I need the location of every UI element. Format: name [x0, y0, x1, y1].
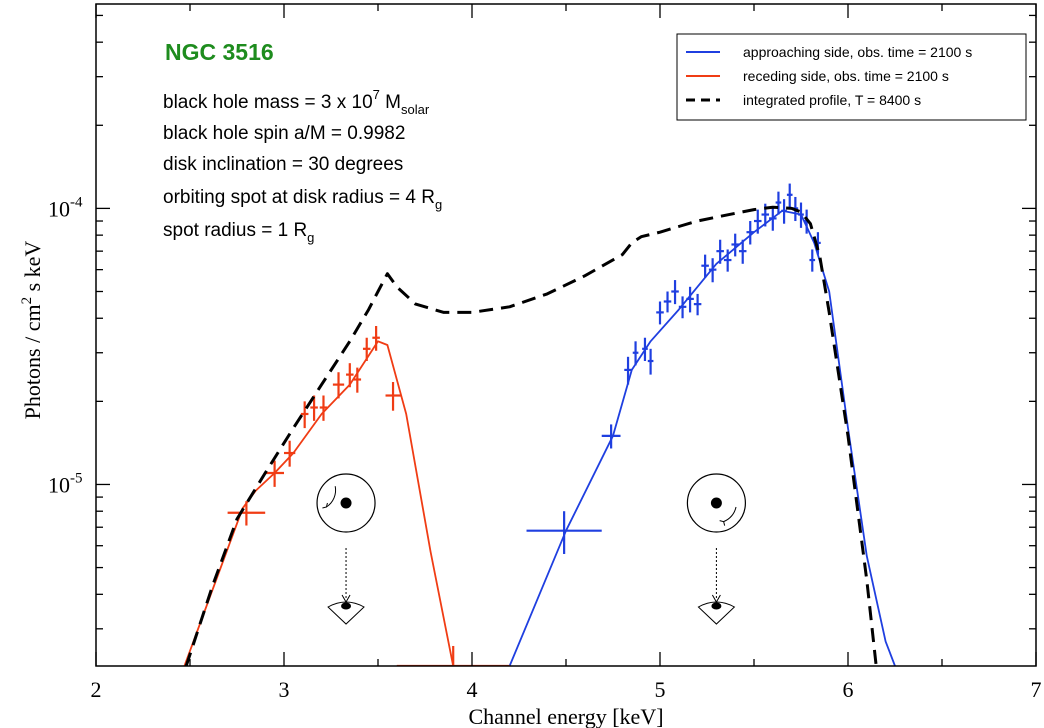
series-0-point-22 [775, 191, 782, 215]
x-tick-label: 5 [655, 677, 666, 702]
series-1-point-5 [319, 395, 328, 421]
x-tick-label: 4 [467, 677, 478, 702]
y-tick-label: 10-4 [48, 194, 83, 221]
series-0-line [508, 209, 896, 666]
series-0-point-9 [678, 296, 687, 319]
eye-pupil [341, 602, 352, 610]
annotation-spot-radius: spot radius = 1 Rg [163, 220, 314, 245]
series-0-point-15 [723, 249, 732, 272]
series-0-point-13 [708, 258, 717, 283]
legend-label-approaching: approaching side, obs. time = 2100 s [743, 44, 972, 60]
y-tick-label: 10-5 [48, 470, 83, 497]
annotation-spot-disk-radius: orbiting spot at disk radius = 4 Rg [163, 187, 442, 212]
series-0-point-21 [769, 207, 777, 231]
eye-pupil [711, 602, 722, 610]
series-0-point-14 [716, 239, 724, 264]
rotation-arrow [326, 486, 337, 508]
series-0-point-7 [663, 291, 672, 313]
legend-label-integrated: integrated profile, T = 8400 s [743, 92, 921, 108]
series-1-point-10 [372, 325, 380, 351]
black-hole-dot [710, 497, 722, 509]
legend-box [676, 33, 1027, 121]
series-0-point-12 [701, 254, 709, 278]
series-1-point-3 [300, 401, 309, 429]
annotation-mass: black hole mass = 3 x 107 Msolar [163, 87, 430, 117]
series-0-point-19 [754, 209, 762, 234]
series-1-point-0 [227, 501, 266, 526]
geometry-inset-0 [316, 473, 376, 625]
annotation-inclination: disk inclination = 30 degrees [163, 154, 403, 175]
geometry-insets [316, 473, 747, 625]
series-1-point-6 [332, 372, 345, 399]
geometry-inset-1 [686, 473, 747, 625]
eye-icon [697, 601, 736, 625]
series-0-point-11 [693, 293, 702, 316]
x-tick-label: 2 [91, 677, 102, 702]
black-hole-dot [340, 497, 352, 509]
disk-outline [686, 473, 747, 533]
tick-labels: 2 3 4 5 6 7 10-4 10-5 [48, 194, 1042, 702]
series-1-point-9 [362, 337, 371, 362]
series-0-point-16 [731, 233, 739, 257]
series-0-point-8 [671, 280, 679, 305]
rotation-arrow [723, 506, 737, 523]
plot-area [183, 183, 896, 666]
rotation-arrowhead [719, 520, 726, 526]
series-0-point-28 [809, 249, 816, 272]
series-1-point-1 [265, 460, 284, 487]
series-1-point-2 [284, 440, 296, 467]
series-0-point-10 [686, 286, 694, 313]
legend: approaching side, obs. time = 2100 s rec… [676, 33, 1027, 121]
series-1-point-8 [353, 367, 362, 393]
x-tick-label: 6 [843, 677, 854, 702]
series-2-line [184, 205, 878, 666]
series-1-point-4 [310, 395, 318, 421]
axis-ticks [95, 4, 1037, 666]
eye-icon [327, 601, 365, 625]
x-tick-label: 3 [279, 677, 290, 702]
plot-data [183, 183, 896, 666]
series-0-point-6 [656, 301, 664, 325]
series-0-point-24 [786, 183, 793, 208]
x-tick-label: 7 [1031, 677, 1042, 702]
series-1-point-12 [396, 645, 510, 666]
series-0-point-3 [632, 341, 639, 366]
series-0-point-0 [526, 511, 602, 554]
series-0-point-26 [798, 202, 804, 228]
series-1-point-11 [385, 382, 401, 411]
legend-label-receding: receding side, obs. time = 2100 s [743, 68, 949, 84]
series-0-point-5 [647, 348, 654, 375]
annotation-spin: black hole spin a/M = 0.9982 [163, 123, 405, 144]
series-0-point-1 [601, 424, 621, 449]
series-0-point-2 [624, 356, 632, 385]
x-axis-label: Channel energy [keV] [468, 704, 663, 728]
rotation-arrowhead [322, 502, 328, 509]
series-1-point-7 [346, 363, 354, 388]
source-title: NGC 3516 [165, 39, 274, 65]
series-0-point-23 [781, 199, 787, 224]
series-0-point-17 [738, 239, 747, 264]
series-0-point-4 [642, 337, 648, 362]
disk-outline [316, 473, 376, 533]
series-0-point-18 [746, 221, 754, 245]
y-axis-label: Photons / cm2 s keV [19, 241, 45, 420]
